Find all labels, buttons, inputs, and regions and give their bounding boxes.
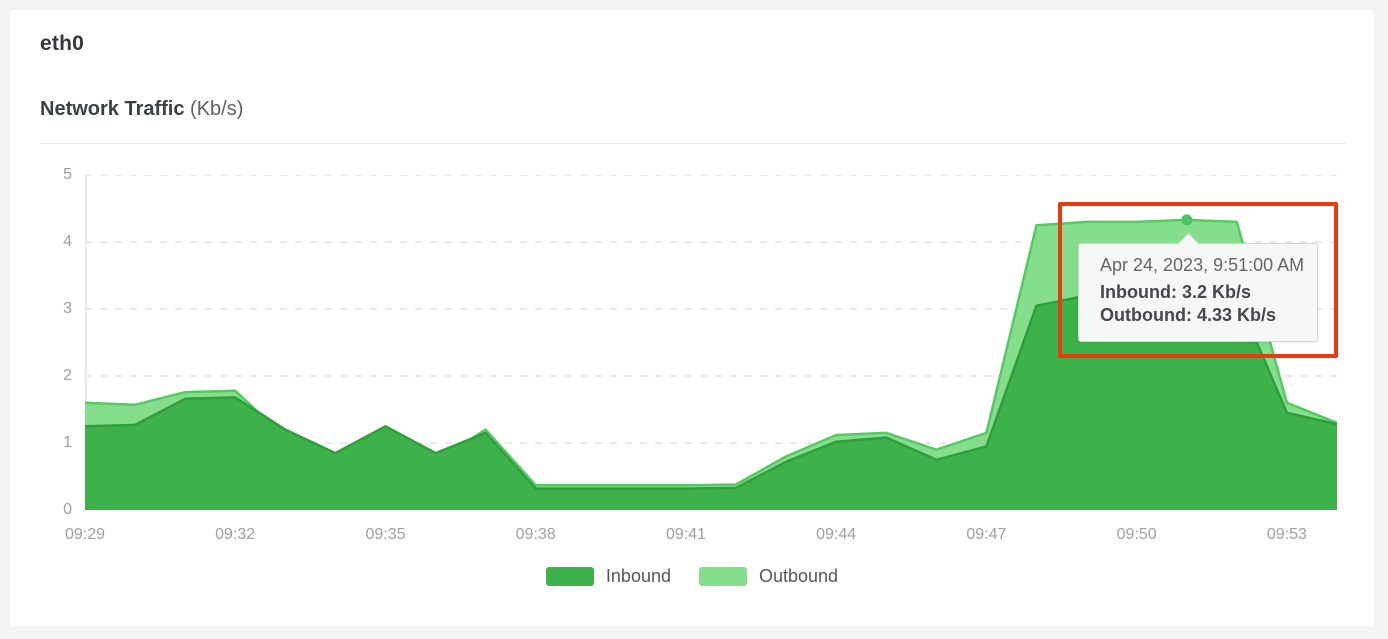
chart-title-unit: (Kb/s) xyxy=(190,98,244,120)
x-tick-label: 09:38 xyxy=(515,526,556,543)
x-tick-label: 09:50 xyxy=(1116,526,1157,543)
interface-title: eth0 xyxy=(40,32,84,55)
chart-card: eth0 Network Traffic (Kb/s) 0 1 2 3 4 5 09:29… xyxy=(10,10,1374,626)
outbound-swatch-icon xyxy=(699,567,747,586)
chart-legend: Inbound Outbound xyxy=(10,566,1374,587)
x-tick-label: 09:29 xyxy=(64,526,106,543)
y-tick-label: 5 xyxy=(63,166,72,183)
area-inbound xyxy=(85,295,1337,510)
y-tick-label: 4 xyxy=(63,233,72,250)
x-tick-label: 09:53 xyxy=(1266,526,1307,543)
x-tick-label: 09:32 xyxy=(215,526,256,543)
y-tick-label: 3 xyxy=(63,300,72,317)
header-divider xyxy=(40,143,1346,144)
legend-item-outbound[interactable]: Outbound xyxy=(699,566,838,587)
x-tick-label: 09:44 xyxy=(816,526,857,543)
y-tick-label: 2 xyxy=(63,367,72,384)
y-tick-label: 1 xyxy=(63,434,72,451)
chart-title-text: Network Traffic xyxy=(40,98,185,120)
x-tick-label: 09:35 xyxy=(365,526,406,543)
x-tick-label: 09:47 xyxy=(966,526,1007,543)
legend-item-inbound[interactable]: Inbound xyxy=(545,566,671,587)
legend-inbound-label: Inbound xyxy=(605,566,671,586)
chart-title: Network Traffic (Kb/s) xyxy=(40,98,243,121)
inbound-swatch-icon xyxy=(545,567,594,586)
legend-outbound-label: Outbound xyxy=(759,566,839,586)
highlighted-point-marker xyxy=(1181,214,1193,226)
chart-canvas[interactable] xyxy=(85,175,1337,510)
x-tick-label: 09:41 xyxy=(665,526,707,543)
y-tick-label: 0 xyxy=(63,501,72,518)
